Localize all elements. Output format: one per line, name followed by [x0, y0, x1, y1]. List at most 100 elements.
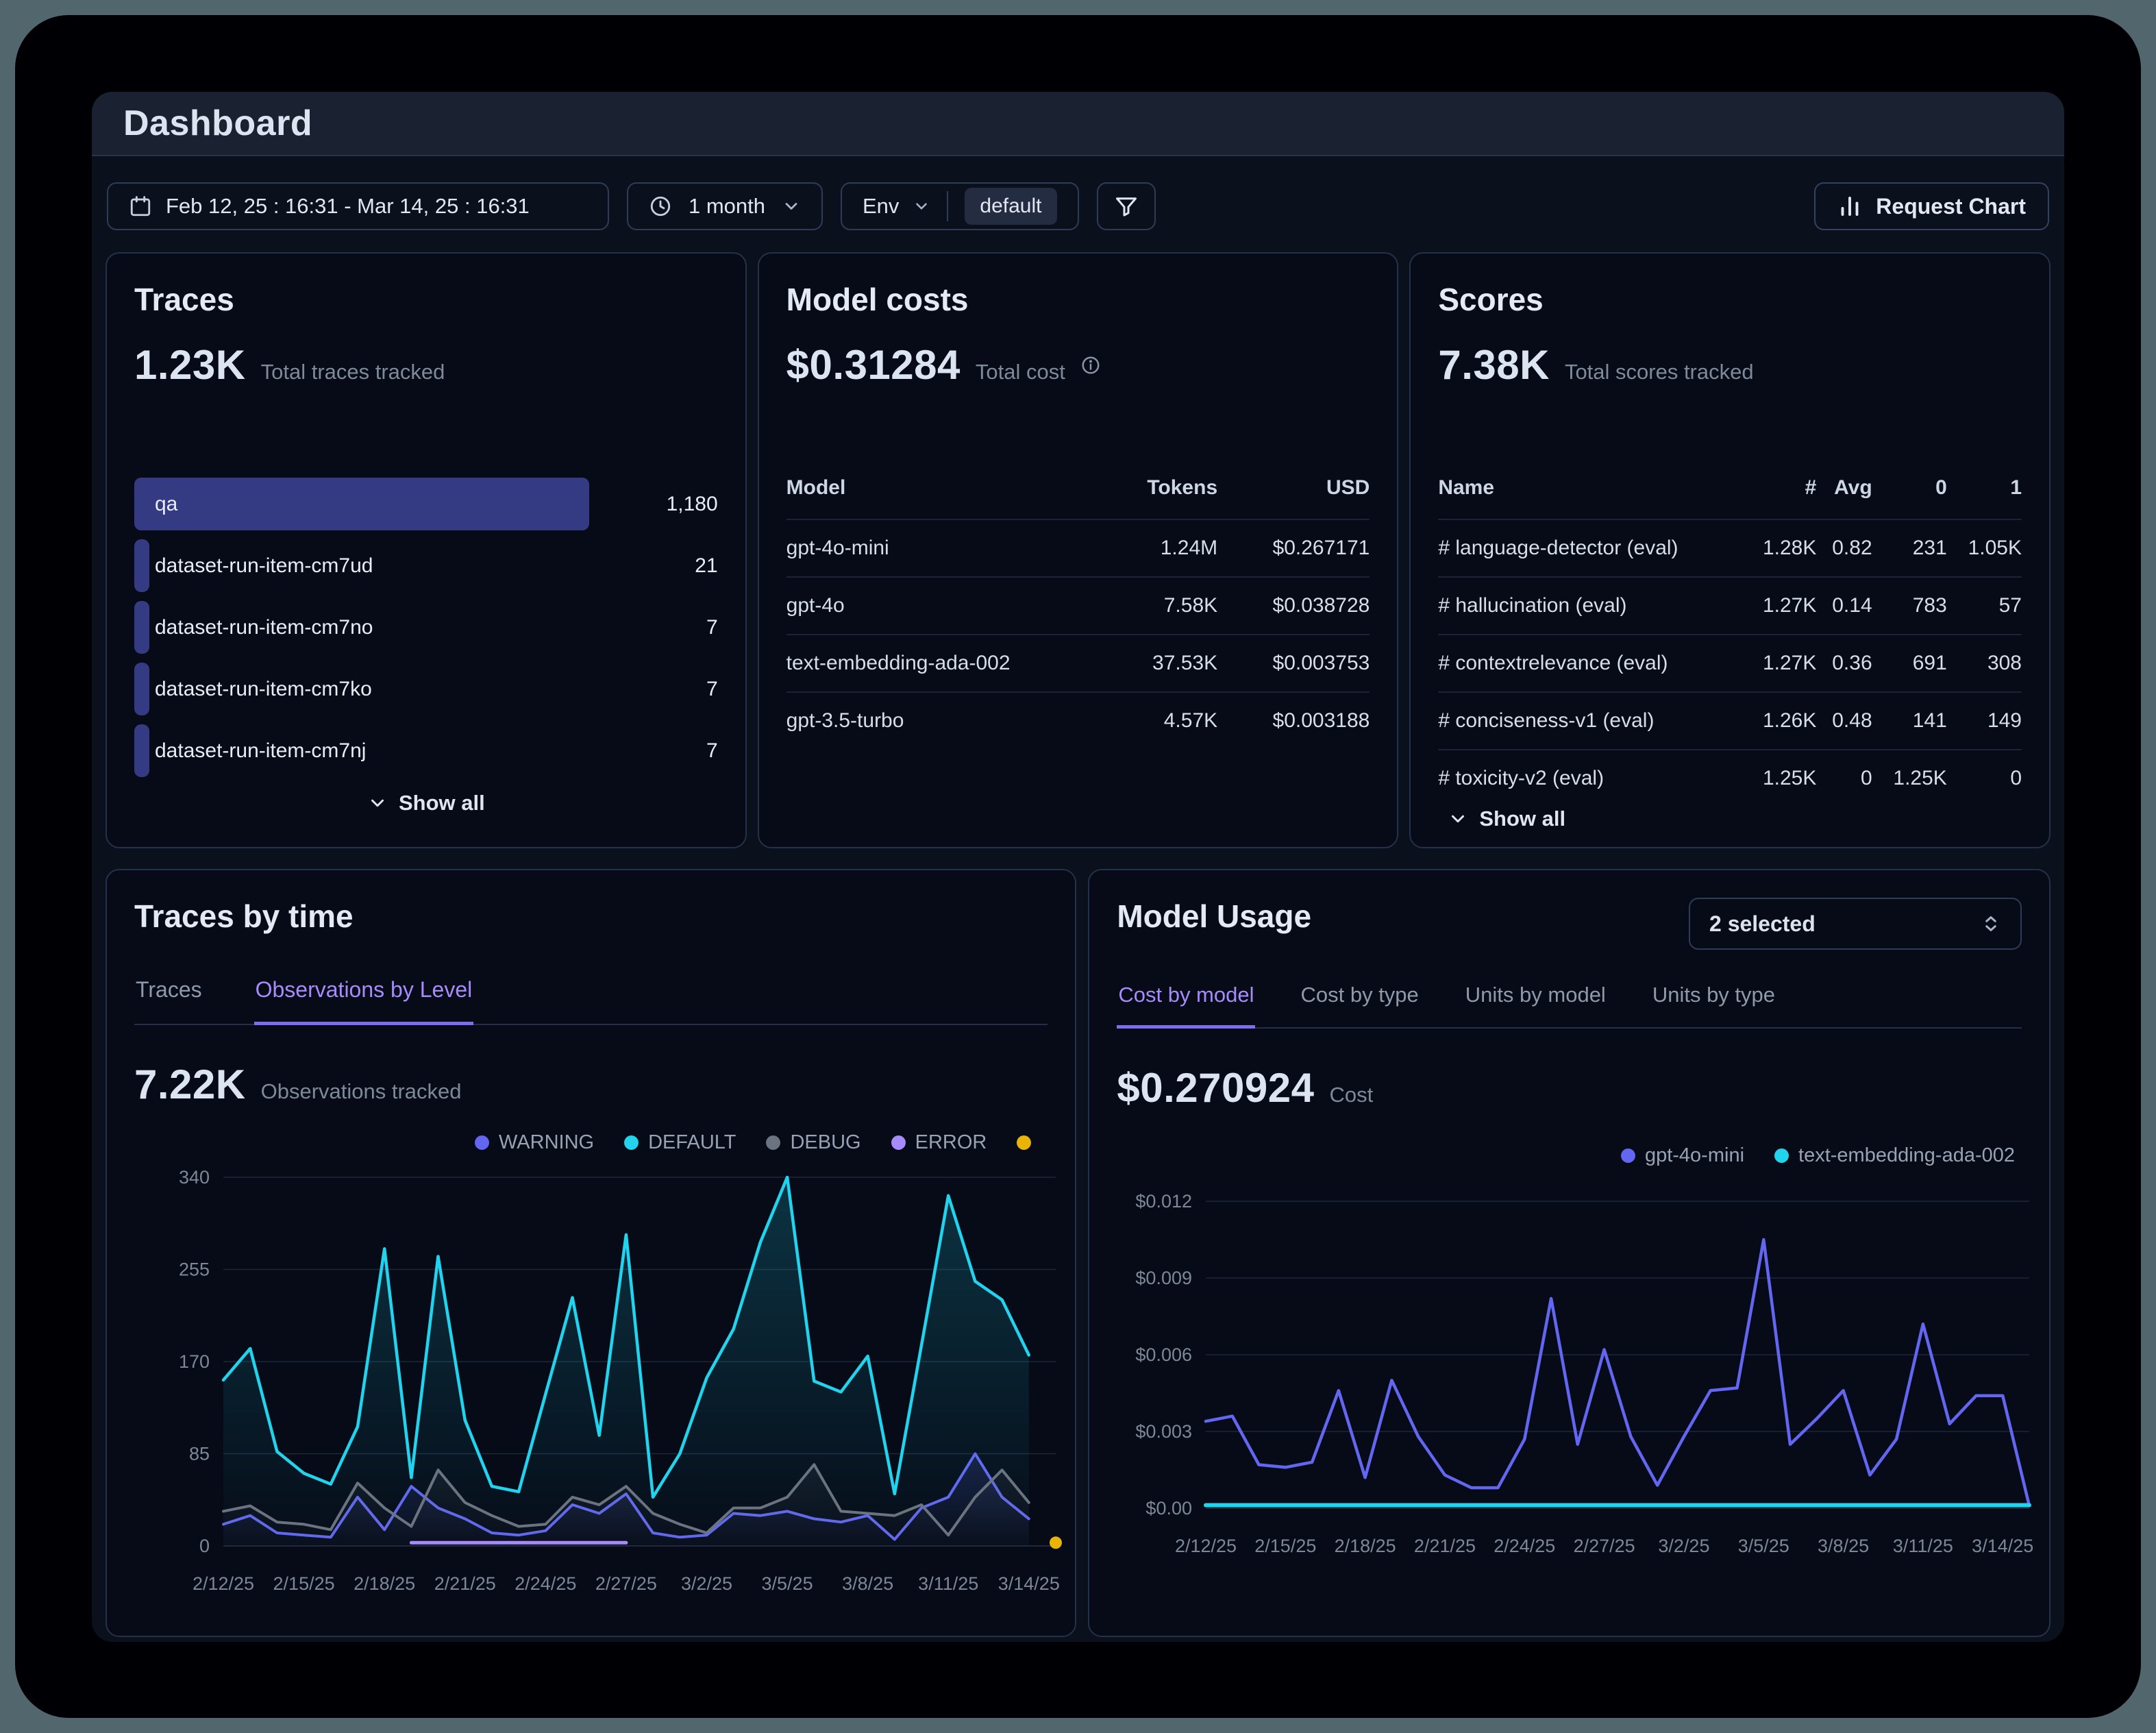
- table-row[interactable]: dataset-run-item-cm7ko 7: [134, 663, 718, 715]
- error-dot-icon: [891, 1135, 906, 1150]
- legend-item-warning[interactable]: WARNING: [474, 1131, 594, 1154]
- divider: [947, 191, 949, 221]
- time-preset-dropdown[interactable]: 1 month: [627, 182, 823, 230]
- score-one: 308: [1946, 634, 2022, 692]
- trace-bar: [134, 601, 149, 654]
- score-count: 1.27K: [1742, 634, 1817, 692]
- svg-text:3/14/25: 3/14/25: [1972, 1536, 2034, 1556]
- model-usd: $0.003753: [1217, 634, 1370, 692]
- trace-count: 7: [706, 615, 718, 639]
- request-chart-button[interactable]: Request Chart: [1814, 182, 2049, 230]
- env-filter[interactable]: Env default: [841, 182, 1079, 230]
- svg-text:3/2/25: 3/2/25: [1659, 1536, 1710, 1556]
- env-label: Env: [863, 194, 900, 218]
- info-icon[interactable]: [1080, 355, 1101, 376]
- model-usd: $0.003188: [1217, 691, 1370, 749]
- trace-name: dataset-run-item-cm7ud: [155, 554, 373, 577]
- score-avg: 0: [1816, 749, 1872, 807]
- model-costs-table: Model Tokens USD gpt-4o-mini 1.24M $0.26…: [786, 476, 1370, 749]
- model-usage-header: Model Usage 2 selected: [1117, 898, 2022, 950]
- table-row[interactable]: # toxicity-v2 (eval) 1.25K 0 1.25K 0: [1438, 749, 2022, 807]
- table-row[interactable]: # hallucination (eval) 1.27K 0.14 783 57: [1438, 576, 2022, 635]
- col-tokens: Tokens: [1147, 476, 1218, 499]
- legend-item-unlabeled[interactable]: [1017, 1135, 1041, 1150]
- scores-title: Scores: [1438, 282, 1544, 317]
- score-avg: 0.14: [1816, 576, 1872, 635]
- table-header-row: Model Tokens USD: [786, 476, 1370, 519]
- trace-name: dataset-run-item-cm7nj: [155, 739, 367, 762]
- tab-observations-by-level[interactable]: Observations by Level: [253, 977, 474, 1025]
- table-row[interactable]: gpt-4o-mini 1.24M $0.267171: [786, 519, 1370, 577]
- svg-text:$0.00: $0.00: [1146, 1498, 1193, 1519]
- cost-metric: $0.270924 Cost: [1117, 1064, 2022, 1111]
- env-value-badge: default: [965, 188, 1057, 225]
- scores-total: 7.38K: [1438, 342, 1550, 388]
- traces-card-title: Traces: [134, 282, 234, 317]
- legend-item-default[interactable]: DEFAULT: [624, 1131, 736, 1154]
- score-count: 1.28K: [1742, 519, 1817, 577]
- models-select[interactable]: 2 selected: [1689, 898, 2022, 950]
- filter-button[interactable]: [1096, 182, 1156, 230]
- tab-traces[interactable]: Traces: [136, 977, 202, 1002]
- legend-item-debug[interactable]: DEBUG: [766, 1131, 861, 1154]
- legend-item-error[interactable]: ERROR: [891, 1131, 987, 1154]
- chevrons-up-down-icon: [1985, 916, 1996, 931]
- tab-units-by-model[interactable]: Units by model: [1465, 983, 1606, 1007]
- svg-text:340: 340: [179, 1167, 210, 1188]
- table-row[interactable]: # contextrelevance (eval) 1.27K 0.36 691…: [1438, 634, 2022, 692]
- col-name: Name: [1438, 476, 1495, 499]
- model-name: gpt-4o-mini: [786, 519, 1108, 577]
- svg-text:$0.012: $0.012: [1136, 1191, 1193, 1212]
- col-model: Model: [786, 476, 846, 499]
- table-row[interactable]: # language-detector (eval) 1.28K 0.82 23…: [1438, 519, 2022, 577]
- tab-cost-by-type[interactable]: Cost by type: [1300, 983, 1419, 1007]
- tab-cost-by-model[interactable]: Cost by model: [1117, 983, 1256, 1029]
- legend-item-gpt-4o-mini[interactable]: gpt-4o-mini: [1620, 1144, 1744, 1167]
- model-name: gpt-4o: [786, 576, 1108, 635]
- chart-cards-row: Traces by time Traces Observations by Le…: [106, 869, 2050, 1637]
- score-zero: 1.25K: [1872, 749, 1947, 807]
- traces-show-all-button[interactable]: Show all: [367, 791, 485, 815]
- table-row[interactable]: dataset-run-item-cm7no 7: [134, 601, 718, 654]
- table-row[interactable]: qa 1,180: [134, 478, 718, 530]
- svg-text:2/24/25: 2/24/25: [515, 1573, 576, 1594]
- trace-name: dataset-run-item-cm7ko: [155, 677, 372, 700]
- cost-chart[interactable]: $0.00 $0.003 $0.006 $0.009 $0.012 2/12/25 2/15…: [1117, 1183, 2034, 1571]
- svg-text:0: 0: [199, 1536, 210, 1556]
- trace-count: 7: [706, 677, 718, 700]
- svg-text:255: 255: [179, 1259, 210, 1280]
- svg-text:2/21/25: 2/21/25: [1414, 1536, 1476, 1556]
- cost-total: $0.270924: [1117, 1065, 1315, 1111]
- model-usd: $0.267171: [1217, 519, 1370, 577]
- trace-count: 21: [695, 554, 718, 577]
- table-row[interactable]: # conciseness-v1 (eval) 1.26K 0.48 141 1…: [1438, 691, 2022, 750]
- legend-item-text-embedding-ada-002[interactable]: text-embedding-ada-002: [1774, 1144, 2015, 1167]
- observations-legend: WARNING DEFAULT DEBUG ERROR: [134, 1131, 1048, 1154]
- table-row[interactable]: gpt-4o 7.58K $0.038728: [786, 576, 1370, 635]
- scores-show-all-button[interactable]: Show all: [1448, 807, 1565, 831]
- svg-text:3/5/25: 3/5/25: [1738, 1536, 1789, 1556]
- tab-units-by-type[interactable]: Units by type: [1652, 983, 1776, 1007]
- score-zero: 141: [1872, 691, 1947, 750]
- chevron-down-icon: [916, 203, 928, 210]
- svg-text:3/14/25: 3/14/25: [998, 1573, 1060, 1594]
- traces-by-time-title: Traces by time: [134, 898, 354, 934]
- table-row[interactable]: dataset-run-item-cm7ud 21: [134, 539, 718, 592]
- svg-text:3/8/25: 3/8/25: [1818, 1536, 1869, 1556]
- table-row[interactable]: gpt-3.5-turbo 4.57K $0.003188: [786, 691, 1370, 749]
- col-avg: Avg: [1834, 476, 1872, 499]
- warning-dot-icon: [474, 1135, 489, 1150]
- model-tokens: 7.58K: [1107, 576, 1218, 635]
- observations-chart[interactable]: 0 85 170 255 340 2/12/25 2/15/25 2/18/25 2/21/25…: [134, 1159, 1062, 1608]
- score-one: 57: [1946, 576, 2022, 635]
- model-usage-tabs: Cost by model Cost by type Units by mode…: [1117, 983, 2022, 1029]
- page-title: Dashboard: [123, 103, 313, 143]
- table-row[interactable]: dataset-run-item-cm7nj 7: [134, 724, 718, 777]
- date-range-picker[interactable]: Feb 12, 25 : 16:31 - Mar 14, 25 : 16:31: [107, 182, 609, 230]
- trace-count: 1,180: [666, 492, 718, 515]
- table-row[interactable]: text-embedding-ada-002 37.53K $0.003753: [786, 634, 1370, 692]
- total-cost: $0.31284: [786, 342, 961, 388]
- request-chart-label: Request Chart: [1876, 193, 2026, 219]
- model-costs-metric: $0.31284 Total cost: [786, 341, 1370, 389]
- svg-text:3/11/25: 3/11/25: [1893, 1536, 1953, 1556]
